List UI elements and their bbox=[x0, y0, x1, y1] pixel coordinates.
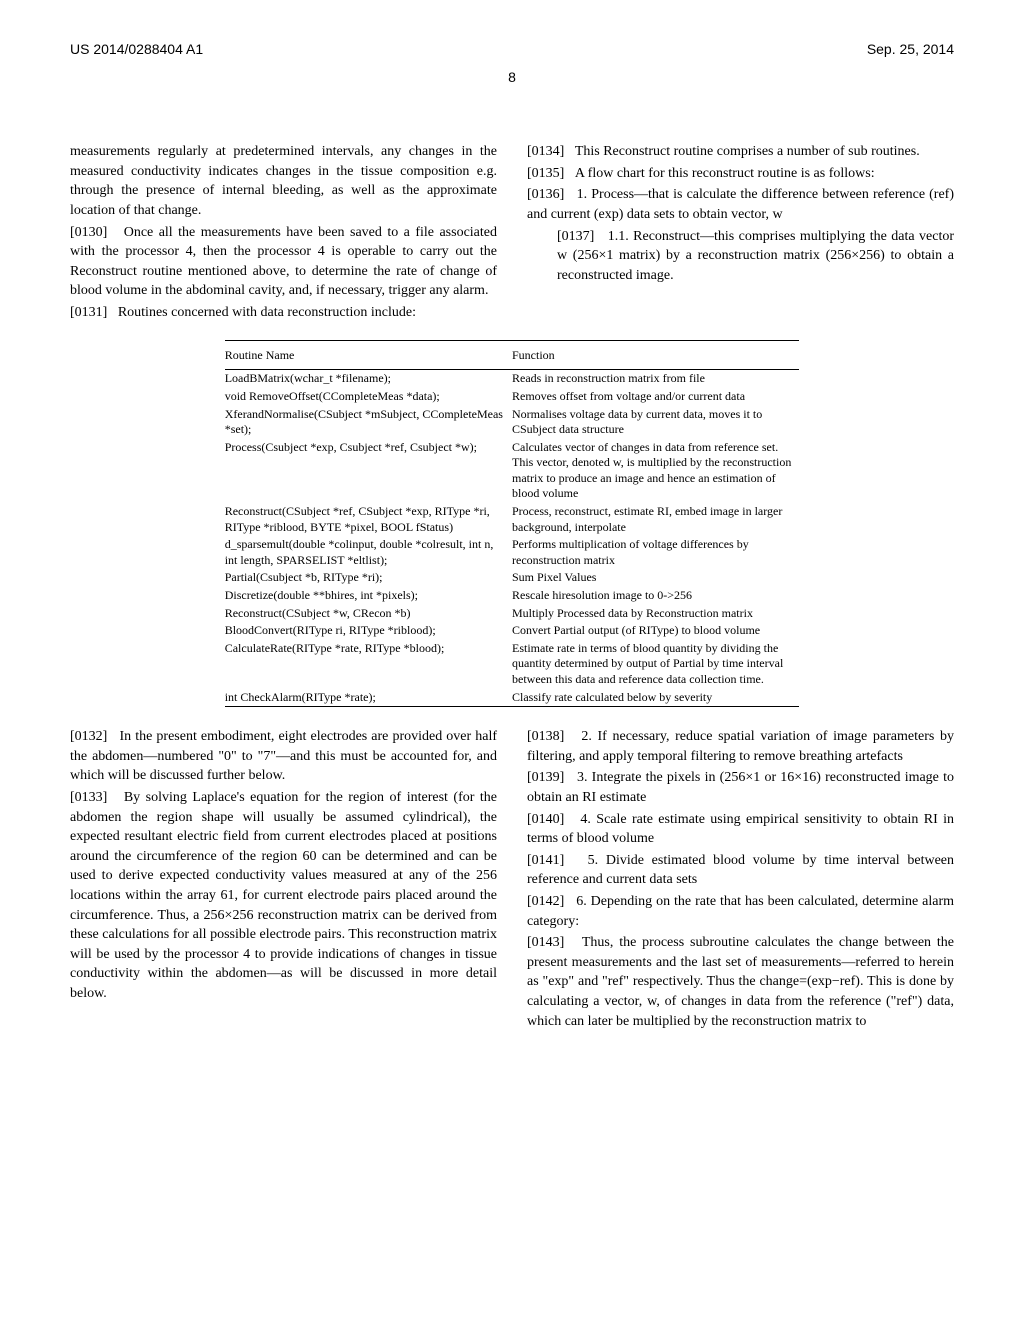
paragraph-text: By solving Laplace's equation for the re… bbox=[70, 790, 497, 1001]
table-row: Partial(Csubject *b, RIType *ri);Sum Pix… bbox=[225, 569, 800, 587]
table-cell: Calculates vector of changes in data fro… bbox=[512, 439, 799, 503]
paragraph-num: [0141] bbox=[527, 853, 564, 868]
table-cell: Reconstruct(CSubject *ref, CSubject *exp… bbox=[225, 503, 512, 536]
table-cell: XferandNormalise(CSubject *mSubject, CCo… bbox=[225, 406, 512, 439]
paragraph-text: This Reconstruct routine comprises a num… bbox=[575, 144, 920, 159]
paragraph-text: 5. Divide estimated blood volume by time… bbox=[527, 853, 954, 888]
table-row: int CheckAlarm(RIType *rate);Classify ra… bbox=[225, 689, 800, 707]
table-row: Discretize(double **bhires, int *pixels)… bbox=[225, 587, 800, 605]
paragraph: [0142] 6. Depending on the rate that has… bbox=[527, 892, 954, 931]
table-row: XferandNormalise(CSubject *mSubject, CCo… bbox=[225, 406, 800, 439]
paragraph: [0132] In the present embodiment, eight … bbox=[70, 727, 497, 786]
table-cell: Classify rate calculated below by severi… bbox=[512, 689, 799, 707]
paragraph-num: [0140] bbox=[527, 812, 564, 827]
paragraph: [0139] 3. Integrate the pixels in (256×1… bbox=[527, 768, 954, 807]
table-cell: LoadBMatrix(wchar_t *filename); bbox=[225, 370, 512, 388]
paragraph-num: [0142] bbox=[527, 894, 564, 909]
paragraph-num: [0135] bbox=[527, 166, 564, 181]
table-header: Function bbox=[512, 340, 799, 370]
paragraph-text: 4. Scale rate estimate using empirical s… bbox=[527, 812, 954, 847]
table-cell: Estimate rate in terms of blood quantity… bbox=[512, 640, 799, 689]
table-cell: Convert Partial output (of RIType) to bl… bbox=[512, 622, 799, 640]
table-row: Reconstruct(CSubject *ref, CSubject *exp… bbox=[225, 503, 800, 536]
table-cell: Process(Csubject *exp, Csubject *ref, Cs… bbox=[225, 439, 512, 503]
routine-table: Routine Name Function LoadBMatrix(wchar_… bbox=[225, 340, 800, 708]
table-cell: int CheckAlarm(RIType *rate); bbox=[225, 689, 512, 707]
left-column-top: measurements regularly at predetermined … bbox=[70, 142, 497, 324]
paragraph-text: Routines concerned with data reconstruct… bbox=[118, 305, 416, 320]
paragraph-text: Thus, the process subroutine calculates … bbox=[527, 935, 954, 1028]
routine-table-body: LoadBMatrix(wchar_t *filename);Reads in … bbox=[225, 370, 800, 707]
paragraph-num: [0131] bbox=[70, 305, 107, 320]
right-column-top: [0134] This Reconstruct routine comprise… bbox=[527, 142, 954, 324]
table-cell: void RemoveOffset(CCompleteMeas *data); bbox=[225, 388, 512, 406]
table-cell: Multiply Processed data by Reconstructio… bbox=[512, 605, 799, 623]
table-cell: Rescale hiresolution image to 0->256 bbox=[512, 587, 799, 605]
paragraph: [0137] 1.1. Reconstruct—this comprises m… bbox=[527, 227, 954, 286]
paragraph: [0130] Once all the measurements have be… bbox=[70, 223, 497, 301]
table-cell: Performs multiplication of voltage diffe… bbox=[512, 536, 799, 569]
table-row: CalculateRate(RIType *rate, RIType *bloo… bbox=[225, 640, 800, 689]
bottom-columns: [0132] In the present embodiment, eight … bbox=[70, 727, 954, 1033]
paragraph-num: [0138] bbox=[527, 729, 564, 744]
paragraph-text: measurements regularly at predetermined … bbox=[70, 144, 497, 218]
table-cell: d_sparsemult(double *colinput, double *c… bbox=[225, 536, 512, 569]
paragraph: [0136] 1. Process—that is calculate the … bbox=[527, 185, 954, 224]
table-cell: Process, reconstruct, estimate RI, embed… bbox=[512, 503, 799, 536]
paragraph-text: 1. Process—that is calculate the differe… bbox=[527, 187, 954, 222]
paragraph-num: [0136] bbox=[527, 187, 564, 202]
patent-number: US 2014/0288404 A1 bbox=[70, 40, 203, 60]
page-number: 8 bbox=[70, 68, 954, 88]
paragraph-text: 1.1. Reconstruct—this comprises multiply… bbox=[557, 229, 954, 283]
table-cell: Discretize(double **bhires, int *pixels)… bbox=[225, 587, 512, 605]
paragraph-num: [0143] bbox=[527, 935, 564, 950]
paragraph: [0141] 5. Divide estimated blood volume … bbox=[527, 851, 954, 890]
paragraph: [0140] 4. Scale rate estimate using empi… bbox=[527, 810, 954, 849]
table-row: d_sparsemult(double *colinput, double *c… bbox=[225, 536, 800, 569]
table-cell: Reconstruct(CSubject *w, CRecon *b) bbox=[225, 605, 512, 623]
table-cell: BloodConvert(RIType ri, RIType *riblood)… bbox=[225, 622, 512, 640]
table-header: Routine Name bbox=[225, 340, 512, 370]
table-cell: Sum Pixel Values bbox=[512, 569, 799, 587]
table-cell: Reads in reconstruction matrix from file bbox=[512, 370, 799, 388]
paragraph: [0135] A flow chart for this reconstruct… bbox=[527, 164, 954, 184]
table-row: LoadBMatrix(wchar_t *filename);Reads in … bbox=[225, 370, 800, 388]
paragraph-text: 3. Integrate the pixels in (256×1 or 16×… bbox=[527, 770, 954, 805]
right-column-bottom: [0138] 2. If necessary, reduce spatial v… bbox=[527, 727, 954, 1033]
paragraph-text: Once all the measurements have been save… bbox=[70, 225, 497, 299]
paragraph-num: [0132] bbox=[70, 729, 107, 744]
paragraph: [0134] This Reconstruct routine comprise… bbox=[527, 142, 954, 162]
paragraph-num: [0130] bbox=[70, 225, 107, 240]
table-row: Process(Csubject *exp, Csubject *ref, Cs… bbox=[225, 439, 800, 503]
paragraph-num: [0137] bbox=[557, 229, 594, 244]
table-cell: Normalises voltage data by current data,… bbox=[512, 406, 799, 439]
paragraph: [0138] 2. If necessary, reduce spatial v… bbox=[527, 727, 954, 766]
table-cell: CalculateRate(RIType *rate, RIType *bloo… bbox=[225, 640, 512, 689]
paragraph-text: In the present embodiment, eight electro… bbox=[70, 729, 497, 783]
paragraph: [0133] By solving Laplace's equation for… bbox=[70, 788, 497, 1004]
paragraph-num: [0139] bbox=[527, 770, 564, 785]
paragraph: measurements regularly at predetermined … bbox=[70, 142, 497, 220]
table-row: BloodConvert(RIType ri, RIType *riblood)… bbox=[225, 622, 800, 640]
table-row: Reconstruct(CSubject *w, CRecon *b)Multi… bbox=[225, 605, 800, 623]
table-row: void RemoveOffset(CCompleteMeas *data);R… bbox=[225, 388, 800, 406]
routine-table-wrapper: Routine Name Function LoadBMatrix(wchar_… bbox=[225, 340, 800, 708]
left-column-bottom: [0132] In the present embodiment, eight … bbox=[70, 727, 497, 1033]
paragraph-text: 6. Depending on the rate that has been c… bbox=[527, 894, 954, 929]
paragraph-num: [0133] bbox=[70, 790, 107, 805]
patent-date: Sep. 25, 2014 bbox=[867, 40, 954, 60]
paragraph-text: 2. If necessary, reduce spatial variatio… bbox=[527, 729, 954, 764]
table-cell: Removes offset from voltage and/or curre… bbox=[512, 388, 799, 406]
table-cell: Partial(Csubject *b, RIType *ri); bbox=[225, 569, 512, 587]
paragraph-text: A flow chart for this reconstruct routin… bbox=[575, 166, 875, 181]
paragraph: [0143] Thus, the process subroutine calc… bbox=[527, 933, 954, 1031]
page-header: US 2014/0288404 A1 Sep. 25, 2014 bbox=[70, 40, 954, 60]
paragraph-num: [0134] bbox=[527, 144, 564, 159]
paragraph: [0131] Routines concerned with data reco… bbox=[70, 303, 497, 323]
top-columns: measurements regularly at predetermined … bbox=[70, 142, 954, 324]
